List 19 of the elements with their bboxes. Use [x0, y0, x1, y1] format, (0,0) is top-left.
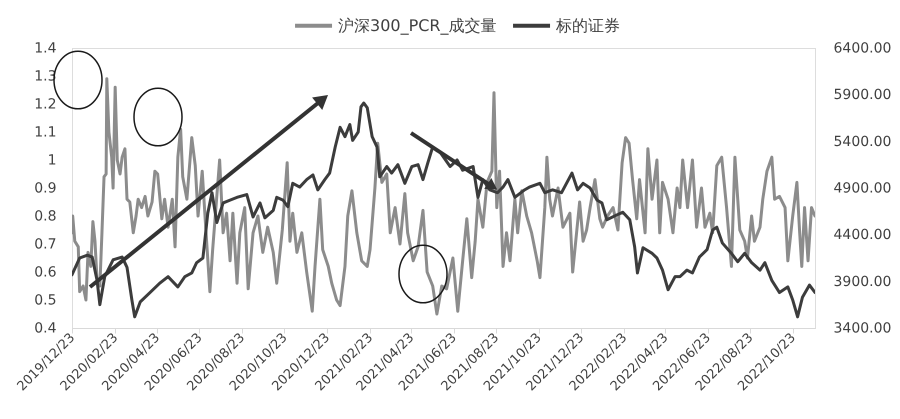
y-tick-label: 0.4: [34, 320, 57, 336]
y-tick-label: 1.1: [34, 124, 56, 140]
y-tick-label: 1: [48, 152, 56, 168]
y2-tick-label: 3900.00: [834, 274, 892, 290]
y-tick-label: 0.8: [34, 208, 56, 224]
y2-tick-label: 4900.00: [834, 180, 892, 196]
y2-tick-label: 6400.00: [834, 40, 892, 56]
y-tick-label: 1.2: [34, 96, 56, 112]
y2-tick-label: 5900.00: [834, 87, 892, 104]
y-tick-label: 0.9: [34, 180, 56, 196]
y2-tick-label: 5400.00: [834, 134, 892, 150]
y2-tick-label: 4400.00: [834, 227, 892, 244]
y-tick-label: 0.5: [34, 292, 56, 308]
y2-tick-label: 3400.00: [834, 320, 892, 336]
y-tick-label: 1.4: [34, 40, 57, 56]
y-tick-label: 0.6: [34, 264, 57, 280]
y-tick-label: 0.7: [34, 236, 56, 252]
legend-label: 沪深300_PCR_成交量: [338, 16, 497, 35]
legend-label: 标的证券: [555, 16, 620, 35]
